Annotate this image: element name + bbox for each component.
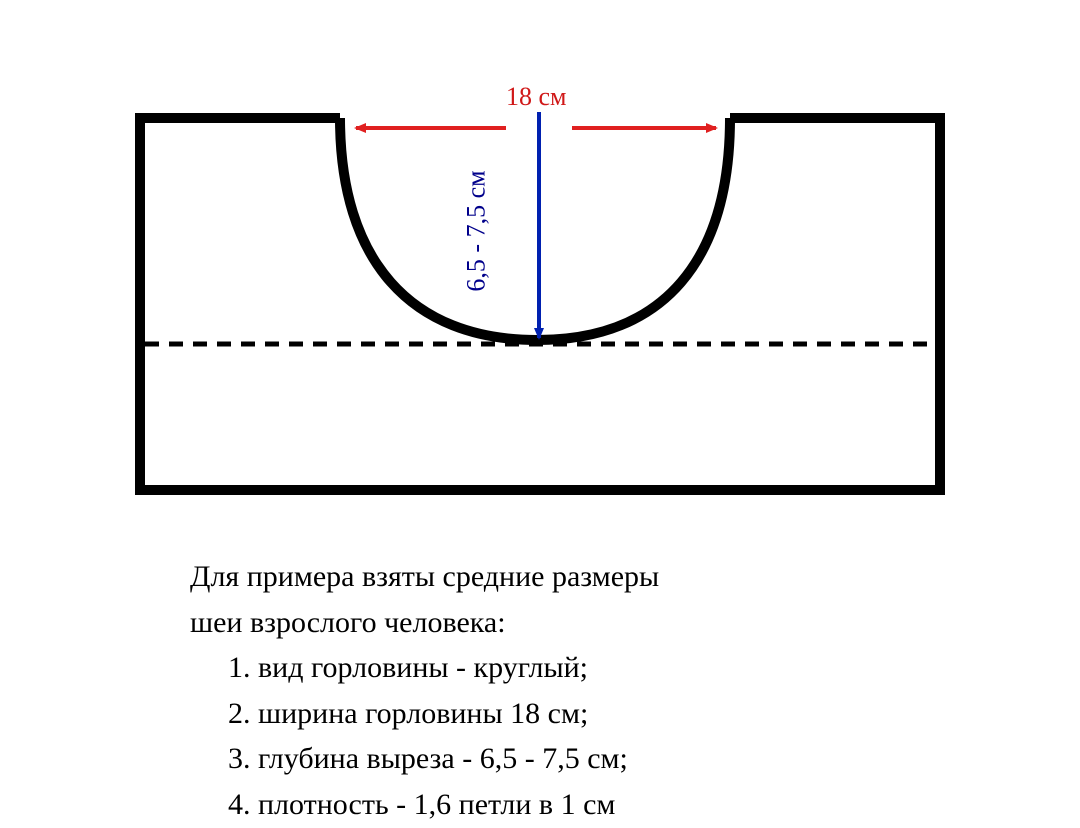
list-item: 2. ширина горловины 18 см; bbox=[228, 692, 659, 736]
description-text: Для примера взяты средние размеры шеи вз… bbox=[190, 555, 659, 828]
intro-line-1: Для примера взяты средние размеры bbox=[190, 555, 659, 599]
list-item: 4. плотность - 1,6 петли в 1 см bbox=[228, 783, 659, 827]
list-item: 3. глубина выреза - 6,5 - 7,5 см; bbox=[228, 737, 659, 781]
diagram-svg bbox=[0, 0, 1080, 520]
depth-label: 6,5 - 7,5 см bbox=[462, 170, 492, 291]
neckline-diagram: 18 см 6,5 - 7,5 см bbox=[0, 0, 1080, 500]
intro-line-2: шеи взрослого человека: bbox=[190, 601, 659, 645]
list-item: 1. вид горловины - круглый; bbox=[228, 646, 659, 690]
neckline-curve bbox=[340, 118, 730, 340]
params-list: 1. вид горловины - круглый; 2. ширина го… bbox=[190, 646, 659, 826]
width-label: 18 см bbox=[506, 82, 567, 112]
